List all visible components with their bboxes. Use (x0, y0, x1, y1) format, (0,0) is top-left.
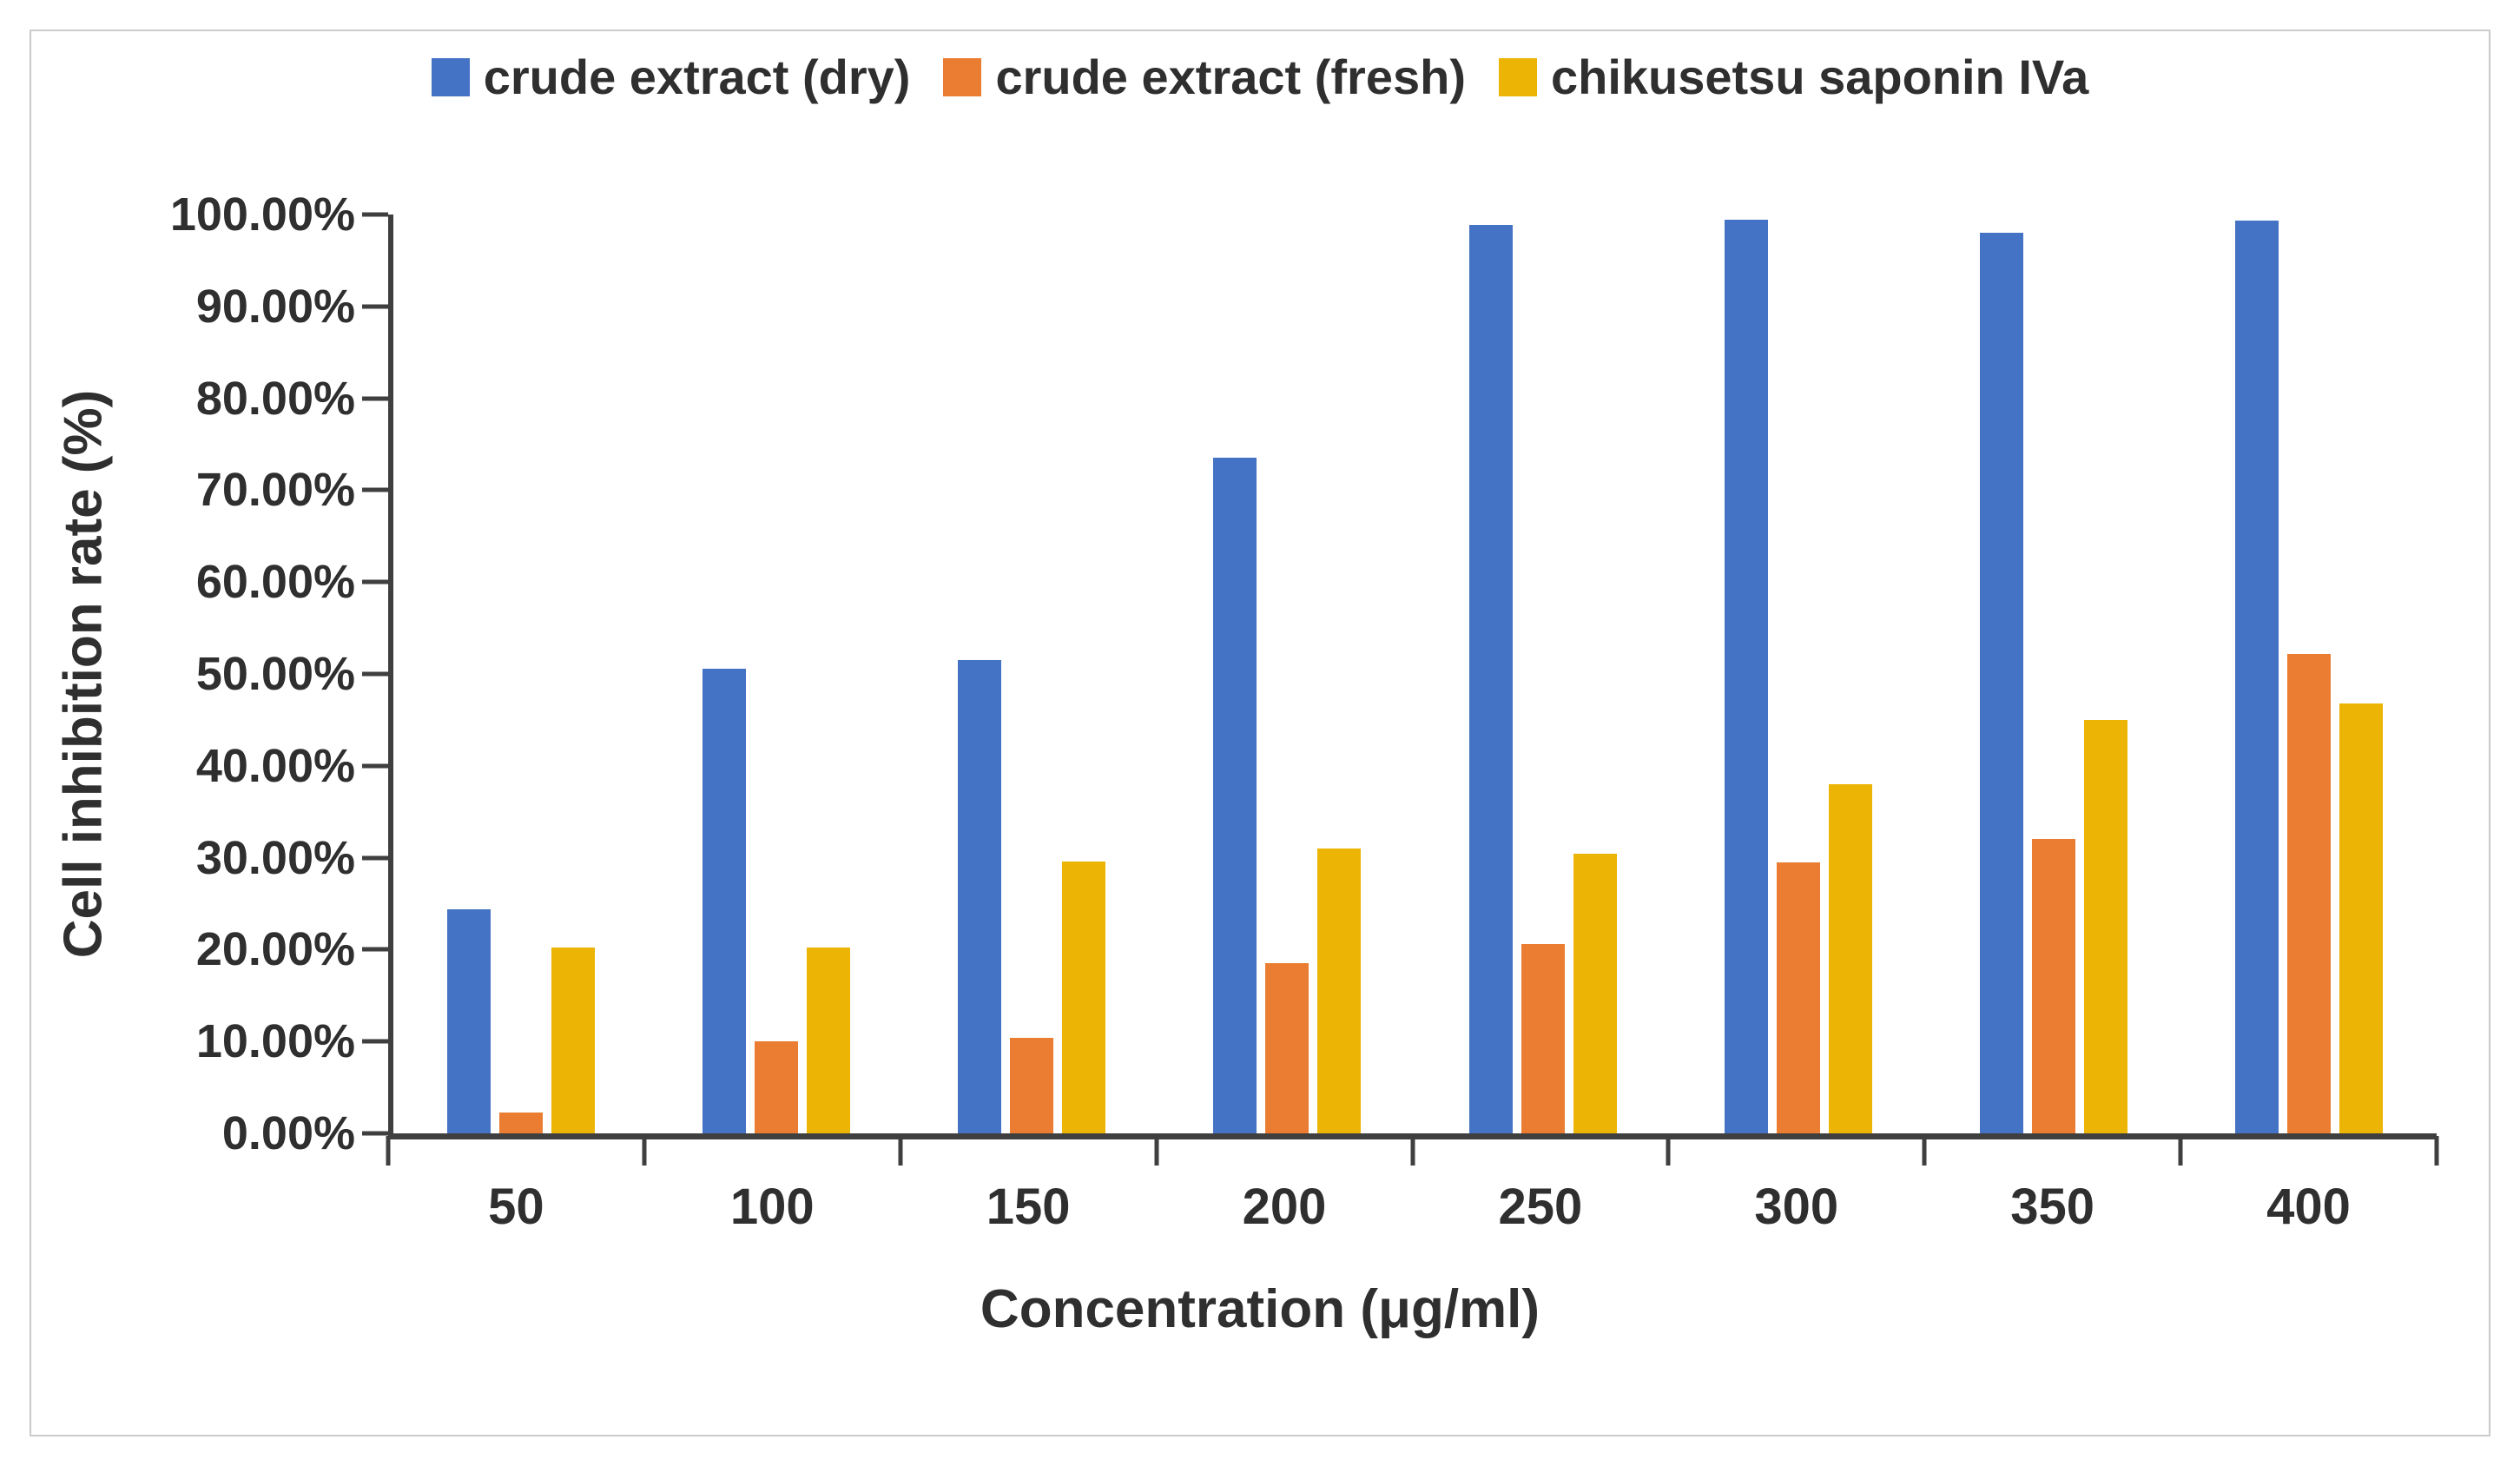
legend-swatch-chikusetsu-saponin-iva (1498, 57, 1537, 96)
y-tick-label-10.00%: 10.00% (195, 1015, 355, 1068)
legend-label-chikusetsu-saponin-iva: chikusetsu saponin IVa (1550, 50, 2089, 104)
bar-series1-x50 (499, 1112, 544, 1133)
x-tick-label-200: 200 (1242, 1179, 1327, 1235)
bar-series1-x300 (1776, 862, 1820, 1133)
x-tick-mark-3 (1154, 1136, 1159, 1166)
x-tick-label-300: 300 (1754, 1179, 1839, 1235)
plot-area: 0.00% 10.00% 20.00% 30.00% 40.00% 50.00% 60.00… (170, 188, 2437, 1159)
bar-series0-x350 (1979, 233, 2023, 1133)
y-tick-mark-80.00% (362, 396, 388, 401)
bar-series0-x100 (703, 668, 747, 1133)
x-tick-mark-4 (1410, 1136, 1415, 1166)
x-axis-ticks (386, 1136, 2439, 1171)
bar-group-350 (1926, 215, 2181, 1133)
bar-group-100 (649, 215, 904, 1133)
x-tick-label-250: 250 (1498, 1179, 1583, 1235)
x-tick-mark-7 (2178, 1136, 2183, 1166)
chart-legend: crude extract (dry) crude extract (fresh… (0, 49, 2520, 105)
y-tick-label-50.00%: 50.00% (195, 648, 355, 700)
x-tick-label-50: 50 (488, 1179, 544, 1235)
x-tick-label-400: 400 (2266, 1179, 2351, 1235)
bar-series2-x100 (807, 948, 851, 1133)
x-tick-mark-0 (386, 1136, 391, 1166)
y-tick-label-20.00%: 20.00% (195, 923, 355, 976)
legend-item-crude-extract-dry: crude extract (dry) (431, 49, 911, 105)
legend-swatch-crude-extract-fresh (943, 57, 982, 96)
legend-label-crude-extract-dry: crude extract (dry) (483, 50, 911, 104)
y-tick-mark-0.00% (362, 1131, 388, 1136)
bar-series1-x400 (2286, 653, 2331, 1133)
y-tick-mark-100.00% (362, 212, 388, 217)
bar-series0-x200 (1213, 458, 1257, 1133)
bar-series0-x50 (447, 908, 491, 1133)
bar-series2-x200 (1317, 849, 1362, 1133)
legend-item-crude-extract-fresh: crude extract (fresh) (943, 49, 1466, 105)
bar-group-150 (904, 215, 1159, 1133)
y-tick-mark-20.00% (362, 947, 388, 952)
y-tick-mark-50.00% (362, 671, 388, 677)
y-tick-label-70.00%: 70.00% (195, 464, 355, 517)
x-axis-title: Concentration (μg/ml) (980, 1279, 1540, 1339)
y-tick-label-80.00%: 80.00% (195, 372, 355, 425)
y-tick-label-100.00%: 100.00% (169, 188, 355, 241)
legend-item-chikusetsu-saponin-iva: chikusetsu saponin IVa (1498, 49, 2089, 105)
y-tick-label-40.00%: 40.00% (195, 739, 355, 792)
bar-series1-x350 (2031, 839, 2075, 1133)
bar-group-300 (1671, 215, 1926, 1133)
bar-series0-x150 (958, 660, 1002, 1133)
x-tick-mark-2 (898, 1136, 903, 1166)
x-tick-label-100: 100 (729, 1179, 815, 1235)
x-tick-mark-5 (1666, 1136, 1671, 1166)
y-tick-mark-10.00% (362, 1039, 388, 1044)
legend-swatch-crude-extract-dry (431, 57, 470, 96)
bar-series1-x200 (1265, 963, 1309, 1133)
bar-group-250 (1415, 215, 1671, 1133)
y-tick-label-0.00%: 0.00% (221, 1107, 355, 1159)
x-axis-labels: 50 100 150 200 250 300 350 400 (388, 1178, 2437, 1236)
x-tick-mark-1 (642, 1136, 647, 1166)
legend-label-crude-extract-fresh: crude extract (fresh) (995, 50, 1466, 104)
x-tick-mark-8 (2434, 1136, 2439, 1166)
bar-series2-x300 (1828, 783, 1872, 1133)
bar-group-400 (2181, 215, 2437, 1133)
y-tick-mark-40.00% (362, 763, 388, 769)
x-tick-label-150: 150 (986, 1179, 1071, 1235)
bar-series2-x350 (2083, 719, 2127, 1133)
y-axis-title: Cell inhibition rate (%) (53, 389, 114, 959)
y-tick-label-30.00%: 30.00% (195, 831, 355, 884)
bar-series1-x250 (1521, 944, 1565, 1133)
bar-series1-x100 (755, 1041, 799, 1133)
bar-group-200 (1159, 215, 1415, 1133)
bar-series2-x400 (2339, 703, 2383, 1133)
y-tick-mark-30.00% (362, 855, 388, 861)
y-tick-label-90.00%: 90.00% (195, 280, 355, 333)
y-tick-mark-90.00% (362, 304, 388, 309)
bar-series0-x400 (2234, 221, 2279, 1133)
figure-frame (30, 30, 2490, 1436)
bar-series2-x50 (551, 948, 596, 1133)
bar-series0-x300 (1724, 220, 1768, 1133)
x-tick-mark-6 (1922, 1136, 1927, 1166)
bar-series2-x150 (1062, 861, 1106, 1133)
bar-series2-x250 (1573, 854, 1617, 1133)
y-tick-mark-60.00% (362, 579, 388, 584)
x-tick-label-350: 350 (2010, 1179, 2095, 1235)
bar-group-50 (393, 215, 649, 1133)
y-tick-label-60.00%: 60.00% (195, 556, 355, 609)
bar-series1-x150 (1010, 1037, 1054, 1133)
y-tick-mark-70.00% (362, 487, 388, 492)
bar-series0-x250 (1468, 224, 1513, 1133)
